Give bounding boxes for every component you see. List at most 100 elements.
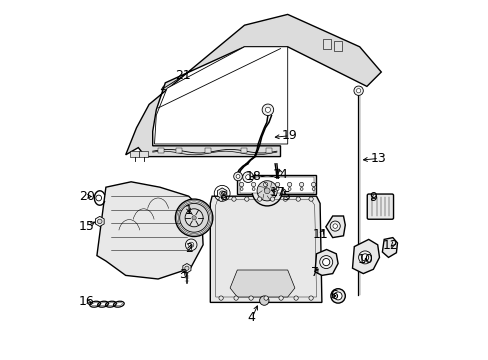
Polygon shape — [97, 182, 203, 279]
Circle shape — [311, 188, 314, 190]
Circle shape — [308, 296, 313, 300]
Circle shape — [252, 188, 255, 190]
Circle shape — [240, 188, 243, 190]
Circle shape — [184, 266, 189, 270]
Circle shape — [276, 188, 279, 190]
Text: 15: 15 — [79, 220, 95, 233]
Text: 17: 17 — [269, 186, 285, 199]
Text: 8: 8 — [219, 190, 227, 203]
Circle shape — [188, 242, 193, 247]
Circle shape — [251, 176, 282, 206]
FancyBboxPatch shape — [237, 175, 316, 194]
Polygon shape — [230, 270, 294, 297]
Circle shape — [248, 296, 253, 300]
Text: 10: 10 — [357, 253, 373, 266]
Text: 7: 7 — [311, 266, 319, 279]
Circle shape — [245, 175, 250, 180]
Circle shape — [263, 183, 267, 187]
Circle shape — [233, 296, 238, 300]
Circle shape — [257, 181, 277, 201]
Polygon shape — [352, 239, 379, 274]
Polygon shape — [210, 196, 321, 302]
Circle shape — [358, 251, 371, 264]
Text: 13: 13 — [370, 152, 386, 165]
Text: 9: 9 — [369, 191, 377, 204]
Circle shape — [283, 197, 287, 201]
Circle shape — [362, 255, 367, 260]
Circle shape — [287, 188, 290, 190]
FancyBboxPatch shape — [205, 148, 211, 153]
Text: 5: 5 — [282, 190, 290, 203]
Circle shape — [185, 239, 197, 251]
Circle shape — [300, 188, 303, 190]
Circle shape — [231, 197, 236, 201]
Text: 20: 20 — [79, 190, 95, 203]
Circle shape — [239, 183, 244, 187]
Circle shape — [264, 296, 268, 300]
Text: 4: 4 — [247, 311, 255, 324]
Circle shape — [311, 183, 315, 187]
Circle shape — [322, 258, 329, 266]
Text: 18: 18 — [245, 170, 261, 183]
FancyBboxPatch shape — [139, 151, 148, 157]
Circle shape — [219, 191, 224, 196]
Circle shape — [264, 188, 266, 190]
FancyBboxPatch shape — [130, 151, 139, 157]
FancyBboxPatch shape — [266, 148, 272, 153]
Circle shape — [333, 292, 342, 300]
Circle shape — [262, 104, 273, 116]
Polygon shape — [95, 216, 104, 226]
Circle shape — [270, 197, 274, 201]
Text: 12: 12 — [383, 239, 398, 252]
FancyBboxPatch shape — [366, 194, 393, 219]
Text: 2: 2 — [185, 242, 193, 255]
Text: 14: 14 — [272, 168, 288, 181]
Circle shape — [97, 219, 102, 224]
Circle shape — [278, 296, 283, 300]
Circle shape — [356, 89, 360, 93]
Circle shape — [236, 175, 240, 178]
Circle shape — [265, 107, 270, 112]
Circle shape — [295, 197, 300, 201]
Circle shape — [175, 199, 212, 237]
Polygon shape — [382, 238, 397, 257]
Circle shape — [185, 209, 203, 227]
Circle shape — [257, 197, 261, 201]
Circle shape — [361, 254, 368, 261]
FancyBboxPatch shape — [241, 148, 246, 153]
Circle shape — [242, 172, 253, 183]
Text: 11: 11 — [312, 228, 328, 240]
Circle shape — [192, 216, 196, 220]
Circle shape — [219, 296, 223, 300]
FancyBboxPatch shape — [158, 148, 164, 153]
Circle shape — [332, 224, 337, 228]
Circle shape — [233, 172, 242, 181]
Text: 6: 6 — [330, 289, 338, 302]
Circle shape — [330, 289, 345, 303]
Circle shape — [319, 256, 332, 269]
Polygon shape — [325, 216, 345, 238]
Circle shape — [251, 183, 255, 187]
FancyBboxPatch shape — [176, 148, 182, 153]
Polygon shape — [125, 14, 381, 157]
Text: 1: 1 — [184, 204, 192, 217]
Circle shape — [329, 221, 340, 231]
FancyBboxPatch shape — [240, 177, 313, 193]
Polygon shape — [217, 188, 226, 199]
Text: 16: 16 — [79, 295, 95, 308]
Circle shape — [353, 86, 363, 95]
Circle shape — [179, 203, 208, 232]
Circle shape — [244, 197, 248, 201]
Circle shape — [264, 188, 269, 194]
Text: 21: 21 — [175, 69, 191, 82]
Circle shape — [219, 197, 223, 201]
FancyBboxPatch shape — [323, 39, 330, 49]
Circle shape — [308, 197, 313, 201]
Text: 19: 19 — [281, 129, 297, 142]
Circle shape — [287, 183, 291, 187]
Polygon shape — [314, 249, 337, 275]
Circle shape — [293, 296, 298, 300]
Circle shape — [259, 296, 268, 305]
Polygon shape — [154, 47, 287, 144]
Circle shape — [323, 259, 328, 265]
